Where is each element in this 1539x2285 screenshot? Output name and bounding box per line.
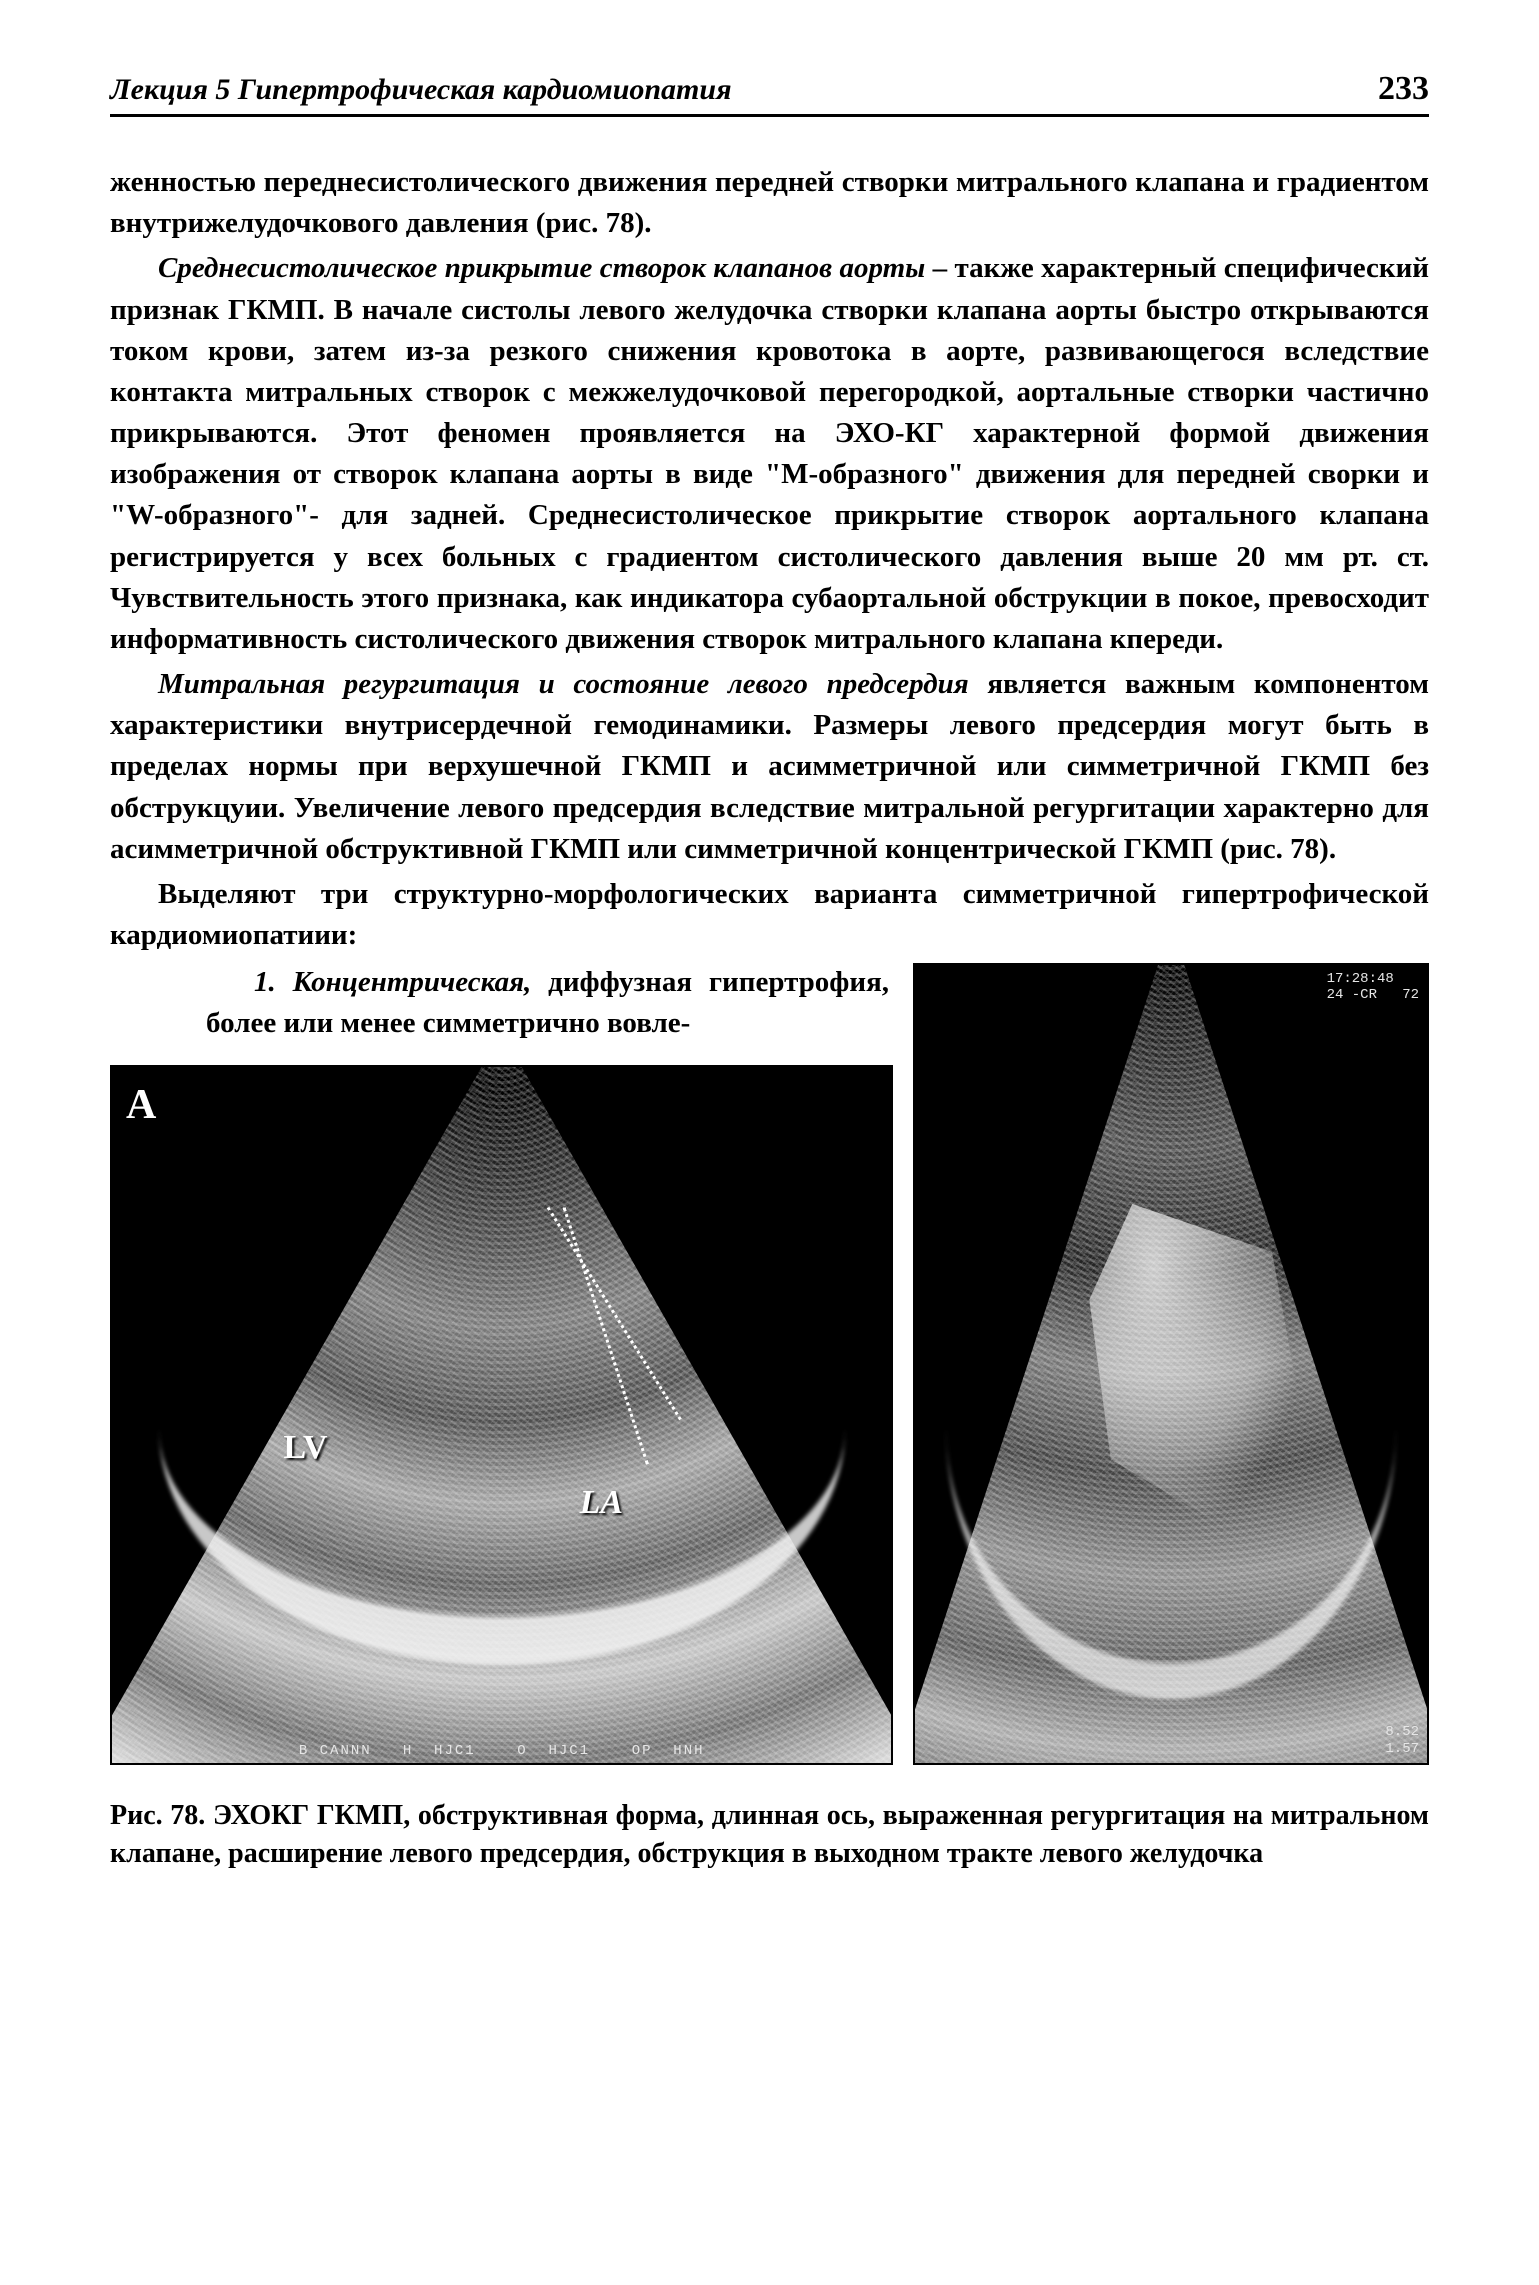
label-lv: LV (283, 1429, 327, 1467)
figure-row: A LV LA B CANNN H HJC1 O HJC1 OP HNH 17:… (110, 1065, 1429, 1765)
page-header: Лекция 5 Гипертрофическая кардиомиопатия… (110, 70, 1429, 117)
chapter-title: Лекция 5 Гипертрофическая кардиомиопатия (110, 73, 732, 107)
ultrasound-a: LV LA B CANNN H HJC1 O HJC1 OP HNH (112, 1067, 891, 1763)
page-number: 233 (1378, 70, 1429, 108)
figure-caption: Рис. 78. ЭХОКГ ГКМП, обструктивная форма… (110, 1797, 1429, 1874)
paragraph-2: Среднесистолическое прикрытие створок кл… (110, 248, 1429, 660)
readout-a-bottom: B CANNN H HJC1 O HJC1 OP HNH (190, 1743, 814, 1759)
p2-lead: Среднесистолическое прикрытие створок кл… (158, 252, 925, 284)
panel-a-label: A (126, 1081, 156, 1129)
echocg-panel-b: 17:28:48 24 -CR 72 8.52 1.57 (913, 963, 1429, 1765)
list-1-lead: 1. Концентрическая, (254, 966, 531, 998)
paragraph-4: Выделяют три структурно-морфологических … (110, 874, 1429, 956)
paragraph-3: Митральная регургитация и состояние лево… (110, 664, 1429, 870)
readout-b-top: 17:28:48 24 -CR 72 (1327, 971, 1419, 1003)
readout-b-bottom: 8.52 1.57 (1385, 1724, 1419, 1756)
p2-body: – также характерный специфический призна… (110, 252, 1429, 655)
list-item-1: 1. Концентрическая, диффузная гипертрофи… (110, 962, 889, 1044)
p3-lead: Митральная регургитация и состояние лево… (158, 668, 969, 700)
ultrasound-b: 17:28:48 24 -CR 72 8.52 1.57 (915, 965, 1427, 1763)
caption-text: Рис. 78. ЭХОКГ ГКМП, обструктивная форма… (110, 1800, 1429, 1870)
label-la: LA (580, 1484, 623, 1522)
echocg-panel-a: A LV LA B CANNN H HJC1 O HJC1 OP HNH (110, 1065, 893, 1765)
body-text: женностью переднесистолического движения… (110, 162, 1429, 1049)
paragraph-continuation: женностью переднесистолического движения… (110, 162, 1429, 244)
